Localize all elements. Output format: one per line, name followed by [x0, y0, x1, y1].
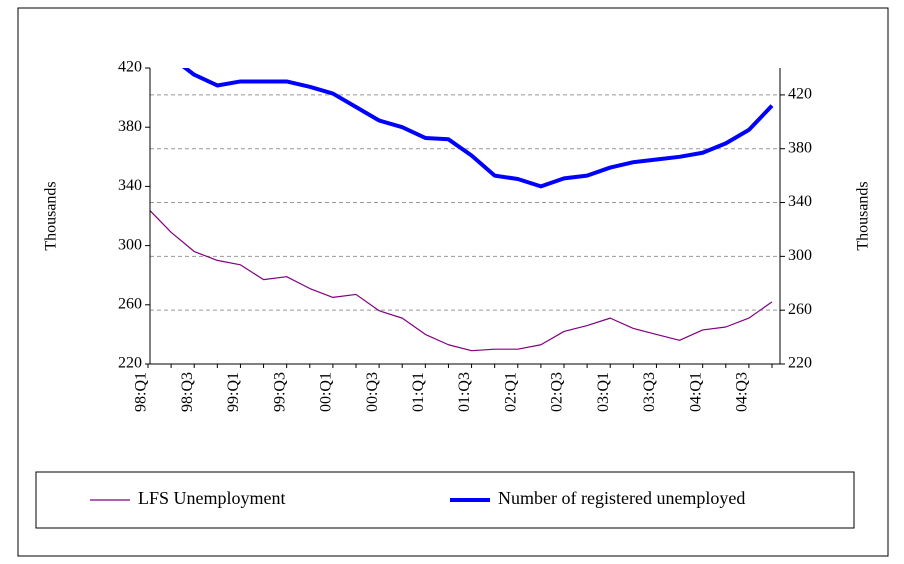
y2-tick-label: 300 [788, 247, 812, 264]
x-tick-label: 00:Q1 [318, 372, 335, 412]
y-tick-label: 340 [118, 177, 142, 194]
y-tick-label: 420 [118, 59, 142, 76]
legend-box [35, 471, 855, 529]
x-tick-label: 98:Q3 [179, 372, 196, 412]
x-tick-label: 98:Q1 [133, 372, 150, 412]
y2-tick-label: 340 [788, 193, 812, 210]
x-tick-label: 00:Q3 [364, 372, 381, 412]
y2-tick-label: 420 [788, 86, 812, 103]
x-tick-label: 01:Q1 [410, 372, 427, 412]
legend-label: Number of registered unemployed [498, 488, 745, 508]
x-tick-label: 04:Q1 [687, 372, 704, 412]
x-tick-label: 03:Q1 [595, 372, 612, 412]
y-axis-label: Thousands [43, 181, 60, 250]
series-line [182, 68, 774, 189]
y-tick-label: 380 [118, 118, 142, 135]
x-tick-label: 01:Q3 [456, 372, 473, 412]
grid [150, 94, 780, 365]
plot-area [150, 68, 774, 352]
x-tick-label: 99:Q3 [271, 372, 288, 412]
y-tick-label: 260 [118, 295, 142, 312]
x-tick-label: 02:Q3 [549, 372, 566, 412]
y2-axis-label: Thousands [855, 181, 872, 250]
legend-label: LFS Unemployment [138, 488, 286, 508]
x-tick-label: 03:Q3 [641, 372, 658, 412]
x-tick-label: 02:Q1 [502, 372, 519, 412]
x-tick-label: 99:Q1 [225, 372, 242, 412]
y-tick-label: 220 [118, 355, 142, 372]
y2-tick-label: 220 [788, 355, 812, 372]
x-tick-label: 04:Q3 [734, 372, 751, 412]
y2-tick-label: 380 [788, 139, 812, 156]
frame [17, 7, 889, 557]
y2-tick-label: 260 [788, 301, 812, 318]
y-tick-label: 300 [118, 236, 142, 253]
series-line [150, 209, 773, 352]
